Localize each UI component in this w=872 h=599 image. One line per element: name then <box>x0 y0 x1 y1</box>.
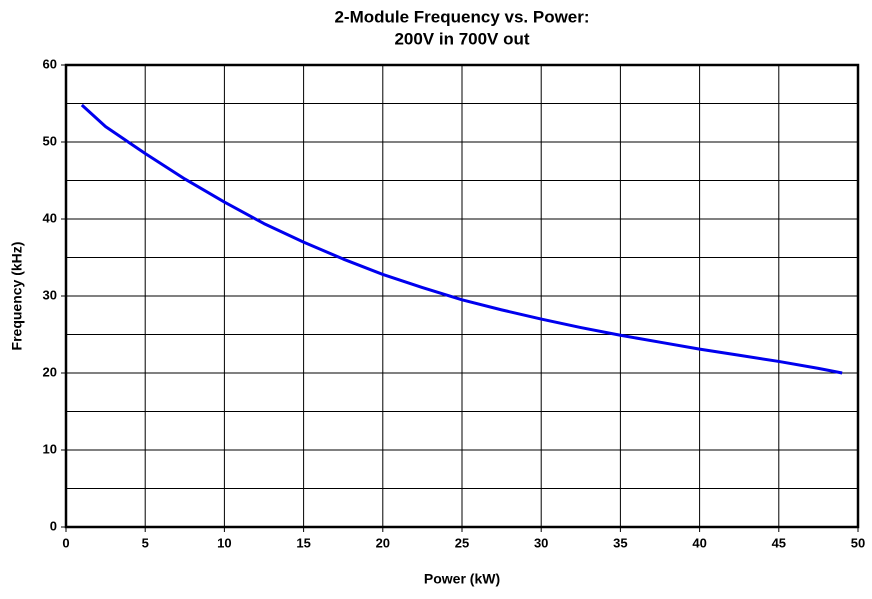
y-tick-label: 30 <box>43 287 57 302</box>
y-tick-label: 50 <box>43 133 57 148</box>
x-tick-label: 5 <box>142 535 149 550</box>
x-tick-label: 20 <box>376 535 390 550</box>
x-tick-label: 0 <box>62 535 69 550</box>
y-tick-label: 10 <box>43 441 57 456</box>
x-tick-label: 35 <box>613 535 627 550</box>
chart-title: 2-Module Frequency vs. Power: <box>334 7 589 26</box>
x-tick-label: 50 <box>851 535 865 550</box>
y-tick-label: 0 <box>50 518 57 533</box>
y-tick-label: 20 <box>43 364 57 379</box>
chart-title: 200V in 700V out <box>394 29 529 48</box>
x-tick-label: 15 <box>296 535 310 550</box>
x-tick-label: 40 <box>692 535 706 550</box>
x-tick-label: 45 <box>772 535 786 550</box>
plot-frame <box>64 63 860 529</box>
x-tick-label: 25 <box>455 535 469 550</box>
y-tick-label: 60 <box>43 56 57 71</box>
data-line <box>80 103 843 375</box>
x-tick-label: 10 <box>217 535 231 550</box>
x-axis-label: Power (kW) <box>424 571 500 587</box>
y-tick-label: 40 <box>43 210 57 225</box>
y-axis-label: Frequency (kHz) <box>9 242 25 351</box>
x-tick-label: 30 <box>534 535 548 550</box>
